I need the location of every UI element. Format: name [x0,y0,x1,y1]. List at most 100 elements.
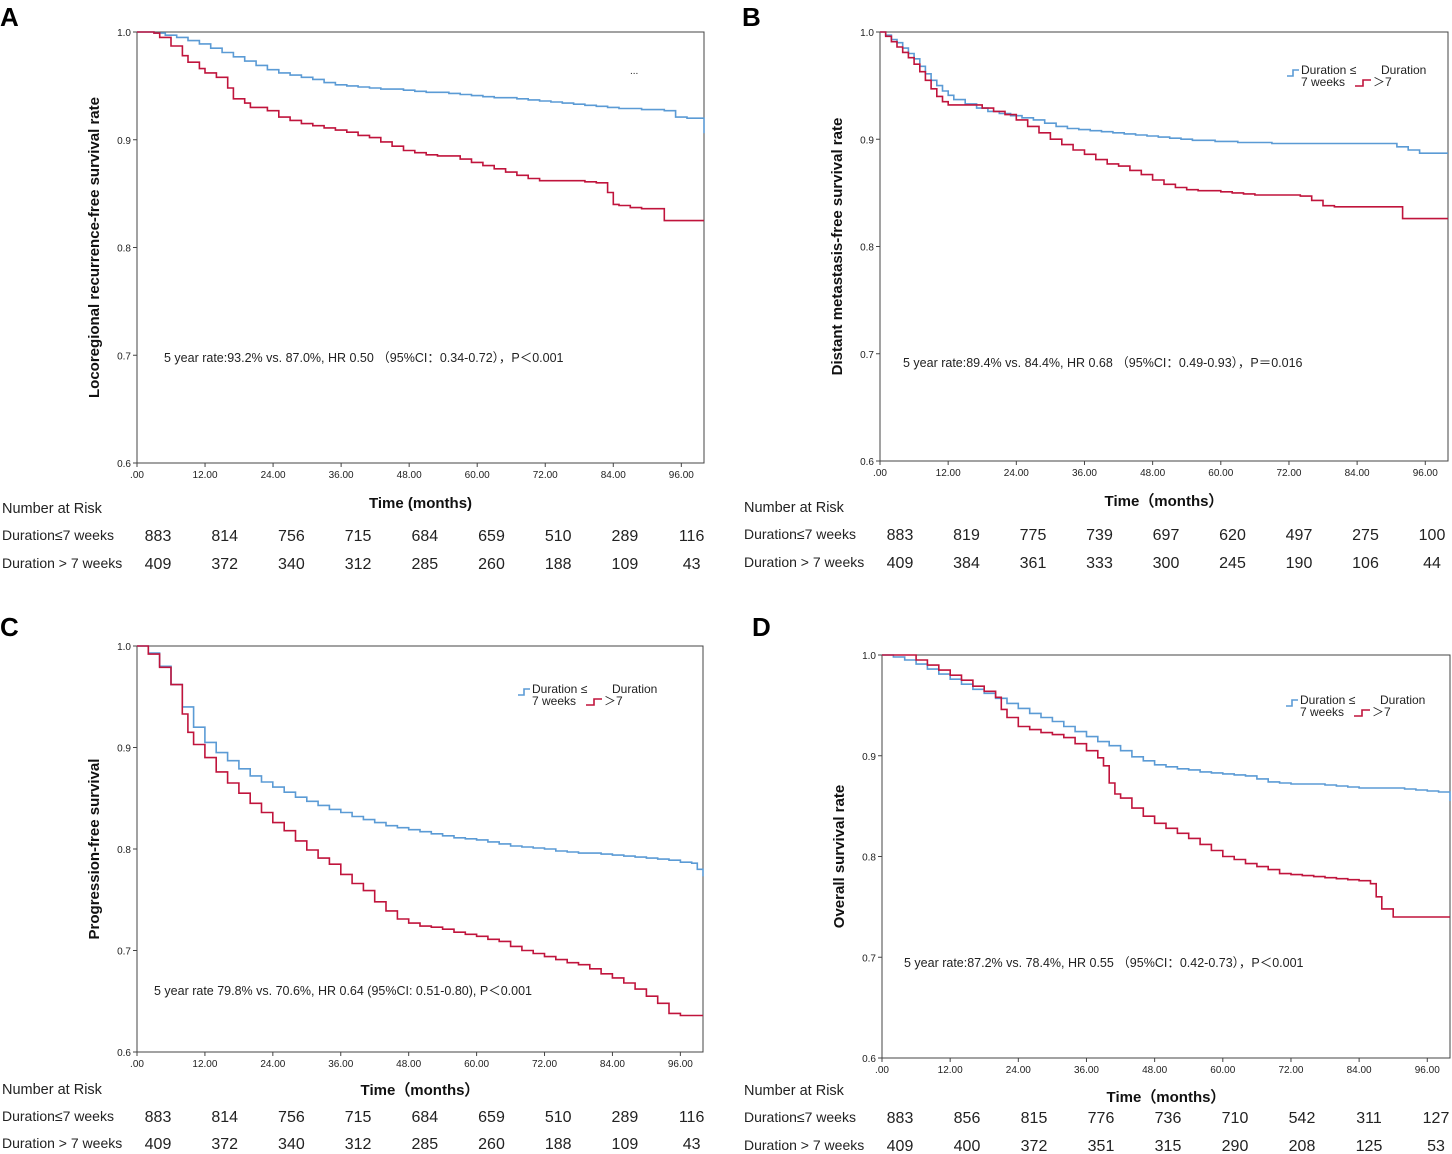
risk-value: 333 [1086,555,1113,572]
plot-frame [879,31,1449,462]
risk-row-label: Duration≤7 weeks [744,1109,856,1125]
legend-short-label-2: 7 weeks [532,694,576,708]
risk-value: 315 [1155,1138,1182,1154]
risk-value: 372 [1021,1138,1048,1154]
x-tick-label: 84.00 [1347,1065,1372,1076]
plot-frame [136,31,705,464]
risk-value: 756 [278,1109,305,1126]
stats-annotation: 5 year rate:87.2% vs. 78.4%, HR 0.55 （95… [904,956,1304,970]
x-tick-label: 72.00 [1276,468,1301,479]
x-axis-label: Time（months） [1105,492,1224,510]
risk-table: Number at Risk Duration≤7 weeks 883 819 775 7… [744,500,1445,572]
x-tick-label: .00 [130,470,144,481]
risk-value: 372 [211,556,238,573]
x-tick-label: 96.00 [669,470,694,481]
risk-value: 245 [1219,555,1246,572]
x-tick-label: 72.00 [532,1059,557,1070]
risk-value: 109 [612,1136,639,1153]
risk-value: 127 [1423,1110,1450,1127]
series-short-curve [137,645,704,877]
risk-value: 116 [679,528,705,545]
x-tick-label: 36.00 [329,470,354,481]
x-tick-label: .00 [875,1065,889,1076]
panel-letter: D [752,612,771,642]
legend: Duration ≤7 weeks Duration＞7 [1286,693,1425,719]
x-tick-label: 24.00 [260,1059,285,1070]
risk-row-label: Duration≤7 weeks [2,527,114,543]
stats-annotation: 5 year rate:89.4% vs. 84.4%, HR 0.68 （95… [903,356,1303,370]
x-tick-label: 12.00 [938,1065,963,1076]
legend: Duration ≤7 weeks Duration＞7 [518,682,657,708]
series-long-curve [137,31,704,222]
risk-value: 756 [278,528,305,545]
risk-row-label: Duration > 7 weeks [744,554,864,570]
risk-value: 883 [145,1109,172,1126]
y-tick-label: 0.8 [117,845,131,856]
risk-value: 275 [1352,527,1379,544]
x-tick-label: 72.00 [1278,1065,1303,1076]
x-tick-label: .00 [130,1059,144,1070]
y-tick-label: 0.6 [117,1048,131,1059]
y-tick-label: 0.7 [860,350,874,361]
risk-value: 190 [1286,555,1313,572]
x-tick-label: 60.00 [464,1059,489,1070]
risk-value: 510 [545,1109,572,1126]
legend-short-label-2: 7 weeks [1301,75,1345,89]
risk-value: 300 [1153,555,1180,572]
risk-value: 208 [1289,1138,1316,1154]
risk-table: Number at Risk Duration≤7 weeks 883 814 756 7… [2,501,704,573]
y-tick-label: 1.0 [862,651,876,662]
risk-value: 819 [953,527,980,544]
risk-value: 260 [478,556,505,573]
risk-value: 776 [1088,1110,1115,1127]
legend-long-label-1: Duration [1381,63,1426,77]
x-tick-label: 48.00 [1140,468,1165,479]
panel-letter: A [0,2,19,32]
legend-short-label-1: Duration ≤ [532,682,588,696]
risk-value: 814 [211,1109,238,1126]
risk-value: 409 [887,1138,914,1154]
risk-value: 311 [1356,1110,1382,1127]
panel-b: B 1.0 0.9 0.8 0.7 0.6.00 12.00 24.00 36.00 48.00 6… [742,2,1449,572]
stats-annotation: 5 year rate 79.8% vs. 70.6%, HR 0.64 (95… [154,984,532,998]
risk-value: 409 [145,556,172,573]
risk-value: 510 [545,528,572,545]
x-tick-label: 84.00 [601,470,626,481]
risk-value: 856 [954,1110,981,1127]
legend-long-swatch [1355,79,1371,87]
legend-short-swatch [518,688,530,696]
risk-value: 883 [145,528,172,545]
panel-c: C 1.0 0.9 0.8 0.7 0.6.00 12.00 24.00 36.00 48.00 6… [0,612,704,1153]
y-axis-label: Overall survival rate [831,785,848,928]
risk-value: 188 [545,1136,572,1153]
y-tick-label: 1.0 [117,28,131,39]
risk-value: 361 [1020,555,1047,572]
risk-value: 340 [278,556,305,573]
risk-value: 815 [1021,1110,1048,1127]
y-tick-label: 0.6 [860,457,874,468]
risk-value: 100 [1419,527,1446,544]
risk-value: 312 [345,556,372,573]
risk-value: 659 [478,1109,505,1126]
legend-short-label-1: Duration ≤ [1301,63,1357,77]
legend-short-label-1: Duration ≤ [1300,693,1356,707]
risk-value: 684 [411,1109,438,1126]
risk-value: 883 [887,527,914,544]
risk-value: 106 [1352,555,1379,572]
risk-value: 340 [278,1136,305,1153]
x-tick-label: 24.00 [1006,1065,1031,1076]
risk-value: 409 [145,1136,172,1153]
legend-long-label-1: Duration [612,682,657,696]
risk-value: 125 [1356,1138,1383,1154]
x-tick-label: 72.00 [533,470,558,481]
x-tick-label: 60.00 [465,470,490,481]
risk-value: 351 [1088,1138,1115,1154]
risk-value: 44 [1423,555,1441,572]
legend-long-swatch [1354,709,1370,717]
risk-value: 188 [545,556,572,573]
risk-table-title: Number at Risk [744,1083,845,1099]
x-tick-label: 60.00 [1208,468,1233,479]
panel-letter: C [0,612,19,642]
risk-row-label: Duration > 7 weeks [2,555,122,571]
panel-d: D 1.0 0.9 0.8 0.7 0.6.00 12.00 24.00 36.00 48.00 6… [744,612,1451,1154]
